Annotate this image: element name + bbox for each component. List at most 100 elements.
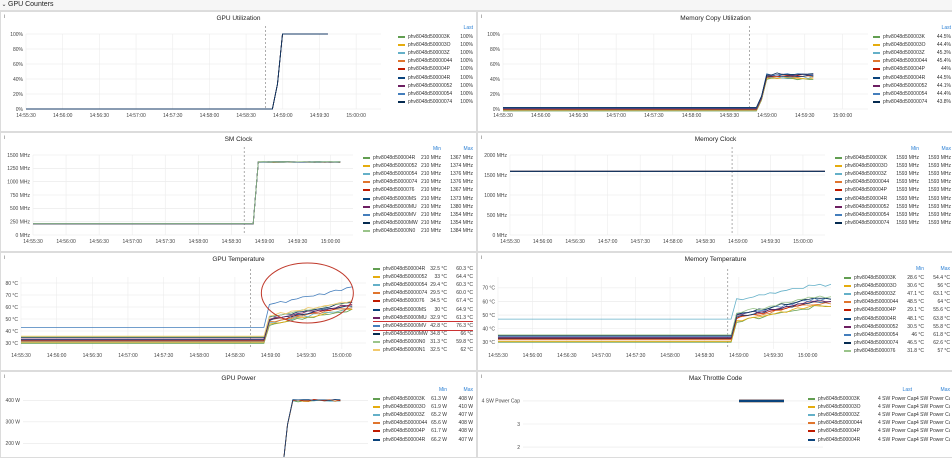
row-header[interactable]: ⌄GPU Counters (0, 0, 952, 11)
legend-header-min[interactable]: Min (425, 386, 447, 394)
chevron-down-icon[interactable]: ⌄ (0, 0, 8, 10)
legend-header-max[interactable]: Max (916, 386, 950, 394)
x-tick-label: 14:56:00 (56, 239, 76, 245)
legend-header-max[interactable]: Max (451, 386, 473, 394)
legend-header-max[interactable]: Max (445, 145, 473, 153)
y-tick-label: 1500 MHz (484, 173, 507, 179)
legend-header-last[interactable]: Last (451, 24, 473, 32)
legend-header-min[interactable]: Min (891, 145, 919, 153)
legend-header-max[interactable]: Max (928, 265, 950, 273)
x-tick-label: 14:56:00 (523, 353, 543, 359)
legend-header-min[interactable]: Min (413, 145, 441, 153)
legend-header-last[interactable]: Last (878, 386, 912, 394)
legend-value: 45.3% (929, 49, 951, 57)
legend-header-min[interactable]: Min (902, 265, 924, 273)
legend-series-name: phv8048d50000MS (383, 306, 426, 314)
series-line (33, 162, 340, 224)
legend-header-max[interactable]: Max (923, 145, 951, 153)
legend-header-last[interactable]: Last (929, 24, 951, 32)
legend-value: 29.4 °C (425, 281, 447, 289)
